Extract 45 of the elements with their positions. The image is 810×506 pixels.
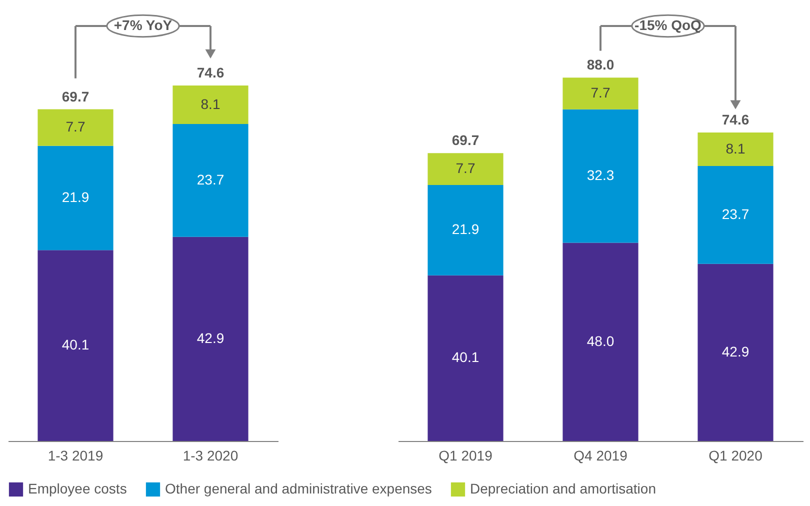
bar	[428, 184, 504, 276]
bar	[172, 85, 248, 124]
bar	[562, 242, 638, 441]
bar	[698, 264, 774, 441]
x-tick-label: 1-3 2019	[48, 448, 104, 464]
x-tick-label: 1-3 2020	[182, 448, 238, 464]
bar	[698, 132, 774, 166]
bar	[428, 275, 504, 441]
bar	[562, 109, 638, 243]
data-label: 40.1	[62, 336, 90, 353]
data-label: 40.1	[452, 349, 480, 366]
bar	[428, 153, 504, 185]
bar	[38, 109, 114, 146]
bar	[172, 236, 248, 441]
data-label: 48.0	[586, 332, 614, 349]
data-label: 8.1	[726, 140, 746, 156]
x-tick-label: Q1 2020	[708, 448, 763, 464]
legend-label: Other general and administrative expenses	[165, 480, 432, 496]
data-label: 23.7	[722, 206, 750, 222]
data-label: 7.7	[456, 160, 476, 176]
legend-label: Employee costs	[28, 480, 127, 496]
total-label: 74.6	[722, 112, 750, 128]
data-label: 42.9	[722, 343, 750, 360]
text: +7% YoY	[114, 17, 173, 33]
data-label: 21.9	[452, 221, 480, 238]
data-label: 23.7	[196, 171, 224, 188]
total-label: 88.0	[586, 56, 614, 73]
total-label: 74.6	[196, 64, 224, 80]
text: -15% QoQ	[634, 17, 702, 33]
data-label: 42.9	[196, 330, 224, 346]
data-label: 21.9	[62, 189, 90, 206]
bar	[172, 124, 248, 237]
bar	[38, 250, 114, 441]
total-label: 69.7	[452, 132, 480, 148]
data-label: 7.7	[66, 118, 86, 135]
data-label: 32.3	[586, 167, 614, 184]
x-tick-label: Q4 2019	[574, 448, 628, 464]
x-tick-label: Q1 2019	[438, 448, 493, 464]
bar	[38, 146, 114, 250]
bar	[698, 166, 774, 264]
legend-label: Depreciation and amortisation	[470, 480, 656, 496]
data-label: 7.7	[590, 84, 610, 101]
data-label: 8.1	[200, 96, 220, 112]
total-label: 69.7	[62, 88, 90, 104]
bar	[562, 78, 638, 110]
